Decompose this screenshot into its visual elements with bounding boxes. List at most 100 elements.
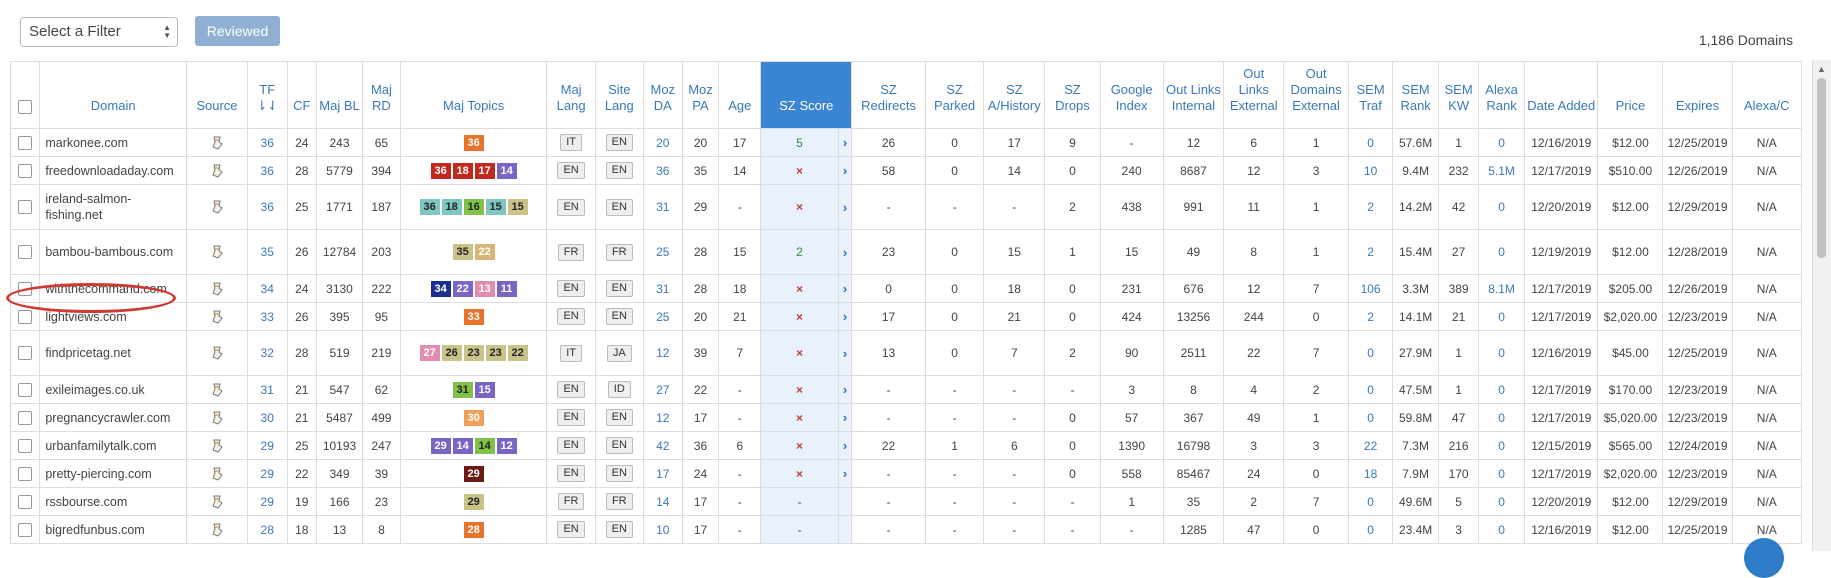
cell-sem-traf[interactable]: 0 [1367,494,1374,509]
cell-sem-traf[interactable]: 10 [1363,163,1378,178]
col-date-added[interactable]: Date Added [1524,61,1599,129]
domain-name[interactable]: findpricetag.net [45,346,131,360]
row-checkbox[interactable] [18,245,33,260]
col-maj-bl[interactable]: Maj BL [315,61,364,129]
col-maj-rd[interactable]: Maj RD [362,61,401,129]
cell-sem-traf[interactable]: 0 [1367,382,1374,397]
cell-alexa-rank[interactable]: 0 [1498,410,1505,425]
col-cf[interactable]: CF [286,61,317,129]
row-checkbox[interactable] [18,494,33,509]
cell-tf[interactable]: 32 [260,346,274,360]
cell-sem-traf[interactable]: 0 [1367,135,1374,150]
cell-tf[interactable]: 29 [260,466,274,481]
cell-tf[interactable]: 29 [260,494,274,509]
row-checkbox[interactable] [18,382,33,397]
source-icon[interactable] [211,310,223,324]
topic-badge[interactable]: 16 [463,199,484,215]
cell-sem-traf[interactable]: 22 [1363,438,1378,453]
row-checkbox[interactable] [18,163,33,178]
table-row[interactable]: findpricetag.net 32 28 519 219 27 26 23 23 22 IT JA… [9,330,1803,376]
cell-alexa-rank[interactable]: 5.1M [1488,163,1515,178]
topic-badge[interactable]: 23 [463,345,484,361]
domain-name[interactable]: rssbourse.com [45,494,128,509]
cell-alexa-rank[interactable]: 0 [1498,309,1505,324]
cell-alexa-rank[interactable]: 0 [1498,346,1505,360]
cell-alexa-rank[interactable]: 0 [1498,245,1505,259]
chevron-right-icon[interactable]: › [842,466,848,481]
domain-name[interactable]: bambou-bambous.com [45,245,174,259]
cell-alexa-rank[interactable]: 0 [1498,382,1505,397]
topic-badge[interactable]: 14 [474,437,495,454]
chevron-right-icon[interactable]: › [842,281,848,296]
source-icon[interactable] [211,523,223,537]
row-checkbox[interactable] [18,466,33,481]
chevron-right-icon[interactable]: › [842,438,848,453]
chevron-right-icon[interactable]: › [842,244,848,260]
row-checkbox[interactable] [18,438,33,453]
cell-sem-traf[interactable]: 2 [1367,245,1374,259]
vertical-scrollbar[interactable]: ▲ [1812,60,1831,551]
cell-tf[interactable]: 29 [260,438,274,453]
cell-sem-traf[interactable]: 0 [1367,346,1374,360]
cell-moz-da[interactable]: 25 [656,309,670,324]
cell-tf[interactable]: 33 [260,309,274,324]
domain-name[interactable]: lightviews.com [45,309,127,324]
topic-badge[interactable]: 33 [463,308,484,325]
topic-badge[interactable]: 15 [474,381,495,398]
domain-name[interactable]: ireland-salmon-fishing.net [45,192,132,222]
cell-alexa-rank[interactable]: 0 [1498,200,1505,214]
cell-moz-da[interactable]: 31 [656,200,670,214]
domain-name[interactable]: bigredfunbus.com [45,522,145,537]
topic-badge[interactable]: 36 [430,162,451,179]
topic-badge[interactable]: 14 [452,437,473,454]
topic-badge[interactable]: 34 [430,280,451,297]
cell-sem-traf[interactable]: 106 [1360,281,1381,296]
table-row[interactable]: urbanfamilytalk.com 29 25 10193 247 29 14 14 12 E… [9,431,1803,460]
source-icon[interactable] [211,200,223,215]
cell-tf[interactable]: 36 [260,163,274,178]
cell-tf[interactable]: 34 [260,281,274,296]
table-row[interactable]: freedownloadaday.com 36 28 5779 394 36 18 17 14 E… [9,156,1803,185]
cell-moz-da[interactable]: 42 [656,438,670,453]
row-checkbox[interactable] [18,522,33,537]
table-row[interactable]: markonee.com 36 24 243 65 36 IT EN 20 20 17 5 › 26 0 17… [9,128,1803,157]
chevron-right-icon[interactable]: › [842,199,848,215]
topic-badge[interactable]: 18 [452,162,473,179]
col-sz-history[interactable]: SZ A/History [983,61,1046,129]
cell-moz-da[interactable]: 20 [656,135,670,150]
cell-sem-traf[interactable]: 18 [1363,466,1378,481]
filter-select[interactable]: Select a Filter ▲ ▼ [20,17,178,47]
col-out-links-external[interactable]: Out Links External [1223,61,1285,129]
cell-moz-da[interactable]: 31 [656,281,670,296]
topic-badge[interactable]: 11 [496,280,517,297]
source-icon[interactable] [211,411,223,425]
col-google-index[interactable]: Google Index [1099,61,1164,129]
table-row[interactable]: exileimages.co.uk 31 21 547 62 31 15 EN ID 27 22- ×… [9,375,1803,404]
source-icon[interactable] [211,467,223,481]
col-sem-rank[interactable]: SEM Rank [1392,61,1440,129]
col-out-links-internal[interactable]: Out Links Internal [1162,61,1225,129]
source-icon[interactable] [211,439,223,453]
source-icon[interactable] [211,383,223,397]
row-checkbox[interactable] [18,346,33,361]
topic-badge[interactable]: 12 [496,437,517,454]
topic-badge[interactable]: 22 [452,280,473,297]
topic-badge[interactable]: 18 [441,199,462,215]
cell-moz-da[interactable]: 14 [656,494,670,509]
reviewed-button[interactable]: Reviewed [195,16,280,46]
topic-badge[interactable]: 22 [507,345,528,361]
table-row[interactable]: bigredfunbus.com 28 18 13 8 28 EN EN 10 17 - - - - - - -… [9,515,1803,544]
table-row[interactable]: lightviews.com 33 26 395 95 33 EN EN 25 20 21 × › 17 0… [9,302,1803,331]
topic-badge[interactable]: 23 [485,345,506,361]
row-checkbox[interactable] [18,309,33,324]
cell-alexa-rank[interactable]: 0 [1498,466,1505,481]
cell-moz-da[interactable]: 25 [656,245,670,259]
topic-badge[interactable]: 29 [463,493,484,510]
scrollbar-thumb[interactable] [1817,78,1826,258]
cell-sem-traf[interactable]: 2 [1367,309,1374,324]
topic-badge[interactable]: 36 [463,134,484,151]
cell-tf[interactable]: 31 [260,382,274,397]
source-icon[interactable] [211,282,223,296]
col-site-lang[interactable]: Site Lang [594,61,644,129]
topic-badge[interactable]: 31 [452,381,473,398]
